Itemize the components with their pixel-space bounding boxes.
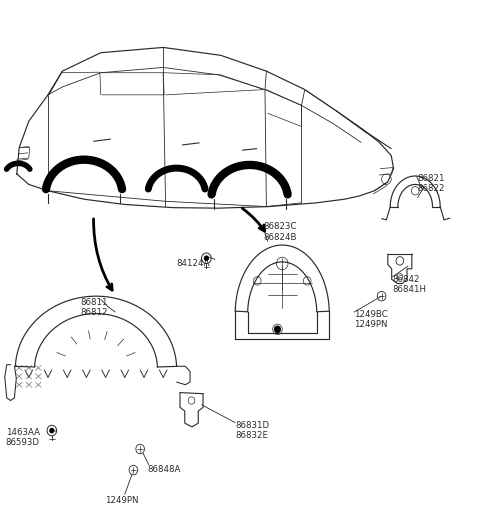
Text: 84124A: 84124A — [177, 259, 210, 268]
Text: 86831D
86832E: 86831D 86832E — [235, 421, 269, 440]
Text: 1249BC
1249PN: 1249BC 1249PN — [354, 310, 388, 329]
Text: 1463AA
86593D: 1463AA 86593D — [6, 428, 40, 447]
Circle shape — [204, 256, 208, 260]
Text: 86821
86822: 86821 86822 — [418, 174, 445, 193]
Text: 86842
86841H: 86842 86841H — [393, 275, 427, 295]
Text: 1249PN: 1249PN — [105, 496, 138, 505]
Circle shape — [50, 428, 54, 433]
Text: 86811
86812: 86811 86812 — [81, 298, 108, 317]
Text: 86848A: 86848A — [148, 465, 181, 474]
Text: 86823C
86824B: 86823C 86824B — [263, 222, 297, 242]
Circle shape — [275, 326, 280, 333]
